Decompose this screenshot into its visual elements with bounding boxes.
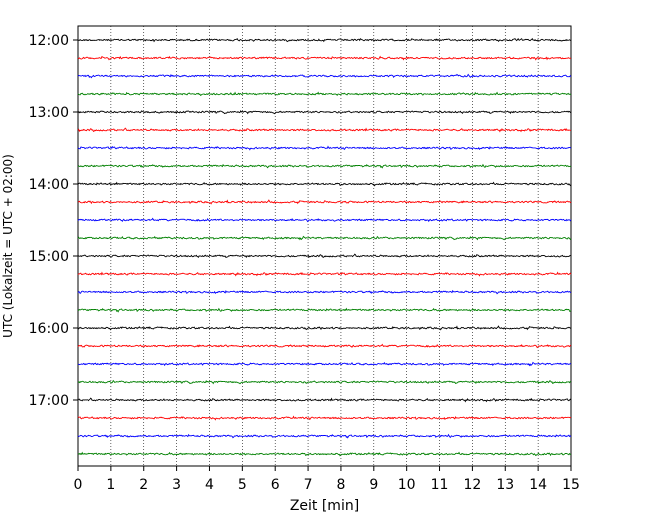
y-tick-label: 16:00 [29, 321, 69, 337]
trace-row [77, 91, 572, 97]
trace-row [77, 271, 572, 277]
x-tick-label: 4 [205, 477, 214, 493]
x-axis-ticks: 0 1 2 3 4 5 6 7 8 9 10 11 12 13 14 15 [74, 466, 580, 493]
x-tick-label: 0 [74, 477, 83, 493]
trace-row [77, 379, 572, 385]
x-tick-label: 7 [304, 477, 313, 493]
x-tick-label: 1 [106, 477, 115, 493]
trace-row [77, 343, 572, 349]
y-tick-label: 17:00 [29, 393, 69, 409]
x-tick-label: 11 [431, 477, 449, 493]
trace-row [77, 289, 572, 295]
x-tick-label: 2 [139, 477, 148, 493]
trace-row [77, 235, 572, 241]
y-axis-ticks: 12:00 13:00 14:00 15:00 16:00 17:00 [29, 33, 78, 409]
y-tick-label: 15:00 [29, 249, 69, 265]
plot-frame [77, 25, 572, 467]
trace-row [77, 217, 572, 223]
trace-row [77, 361, 572, 367]
trace-row [77, 397, 572, 403]
x-tick-label: 15 [562, 477, 580, 493]
trace-row [77, 181, 572, 187]
trace-row [77, 163, 572, 169]
x-tick-label: 14 [529, 477, 547, 493]
x-tick-label: 3 [172, 477, 181, 493]
traces [77, 37, 572, 457]
trace-row [77, 415, 572, 421]
trace-row [77, 325, 572, 331]
vertical-grid [110, 26, 539, 466]
trace-row [77, 433, 572, 439]
x-axis-label: Zeit [min] [290, 498, 359, 514]
trace-row [77, 145, 572, 151]
trace-row [77, 55, 572, 61]
trace-row [77, 73, 572, 79]
x-tick-label: 8 [336, 477, 345, 493]
y-axis-label: UTC (Lokalzeit = UTC + 02:00) [1, 154, 15, 338]
x-tick-label: 10 [398, 477, 416, 493]
trace-row [77, 37, 572, 43]
trace-row [77, 127, 572, 133]
x-tick-label: 12 [463, 477, 481, 493]
x-tick-label: 9 [369, 477, 378, 493]
x-tick-label: 6 [271, 477, 280, 493]
trace-row [77, 253, 572, 259]
y-tick-label: 13:00 [29, 105, 69, 121]
y-tick-label: 12:00 [29, 33, 69, 49]
y-tick-label: 14:00 [29, 177, 69, 193]
trace-row [77, 307, 572, 313]
x-tick-label: 13 [496, 477, 514, 493]
trace-row [77, 451, 572, 457]
trace-row [77, 199, 572, 205]
trace-row [77, 110, 572, 115]
x-tick-label: 5 [238, 477, 247, 493]
